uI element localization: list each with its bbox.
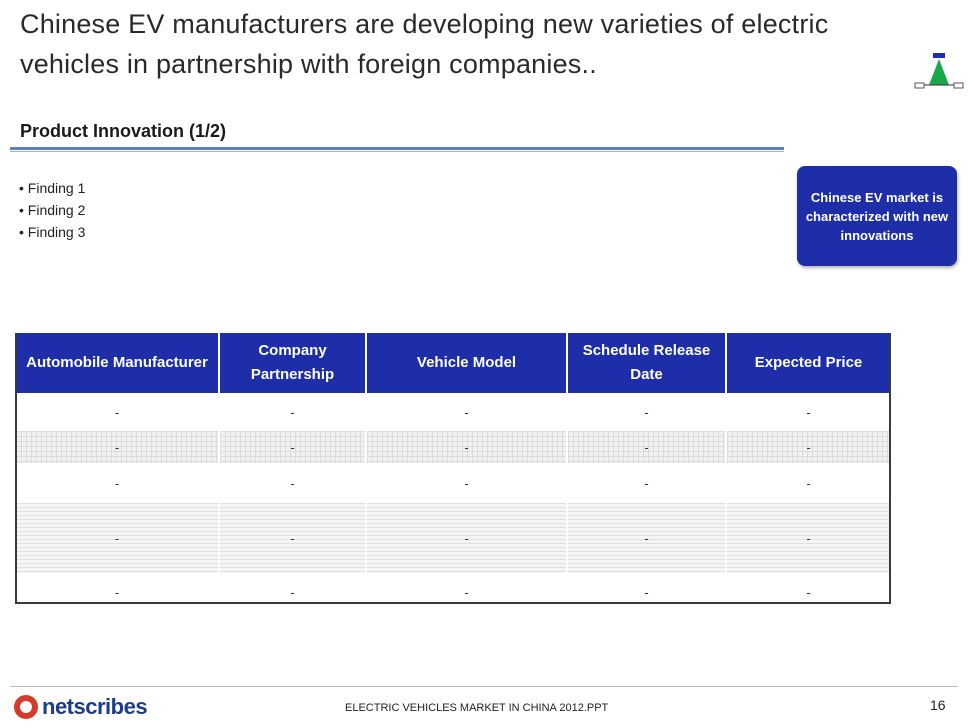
finding-item: • Finding 2 [19,202,86,218]
table-row: - - - - - [16,503,890,573]
table-cell: - [365,463,567,503]
table-cell: - [566,431,726,463]
header-schedule-release-date: Schedule Release Date [566,333,726,393]
header-vehicle-model: Vehicle Model [365,333,567,393]
table-cell: - [725,573,890,611]
table-cell: - [218,503,366,573]
table-cell: - [365,503,567,573]
table-cell: - [365,393,567,431]
table-cell: - [16,393,219,431]
findings-list: • Finding 1 • Finding 2 • Finding 3 [19,177,85,243]
table-row: - - - - - [16,431,890,463]
table-cell: - [566,573,726,611]
table-row: - - - - - [16,393,890,431]
footer-divider [10,686,958,687]
netscribes-logo-icon [14,695,38,719]
footer-document-name: ELECTRIC VEHICLES MARKET IN CHINA 2012.P… [345,702,609,714]
table-cell: - [566,503,726,573]
product-innovation-table: Automobile Manufacturer Company Partners… [16,333,890,611]
table-cell: - [16,573,219,611]
table-cell: - [725,503,890,573]
table-row: - - - - - [16,463,890,503]
finding-item: • Finding 1 [19,180,86,196]
table-row: - - - - - [16,573,890,611]
header-automobile-manufacturer: Automobile Manufacturer [16,333,219,393]
table-cell: - [365,431,567,463]
table-cell: - [566,463,726,503]
table-cell: - [218,573,366,611]
header-expected-price: Expected Price [725,333,890,393]
table-cell: - [16,431,219,463]
callout-text: Chinese EV market is characterized with … [805,189,949,243]
callout-box: Chinese EV market is characterized with … [797,166,957,266]
finding-item: • Finding 3 [19,224,86,240]
table-cell: - [16,503,219,573]
table-cell: - [218,463,366,503]
triangle-logo-icon [914,53,964,89]
page-number: 16 [930,697,946,713]
table-cell: - [16,463,219,503]
table-cell: - [566,393,726,431]
table-header-row: Automobile Manufacturer Company Partners… [16,333,890,393]
table-cell: - [218,393,366,431]
table-cell: - [725,393,890,431]
heading-divider-thin [10,151,784,152]
heading-divider [10,147,784,150]
section-heading: Product Innovation (1/2) [20,121,227,141]
brand-logo: netscribes [14,694,148,720]
slide-title: Chinese EV manufacturers are developing … [20,9,829,79]
header-company-partnership: Company Partnership [218,333,366,393]
table-cell: - [725,431,890,463]
table-cell: - [725,463,890,503]
brand-name: netscribes [42,694,148,719]
table-cell: - [218,431,366,463]
table-cell: - [365,573,567,611]
